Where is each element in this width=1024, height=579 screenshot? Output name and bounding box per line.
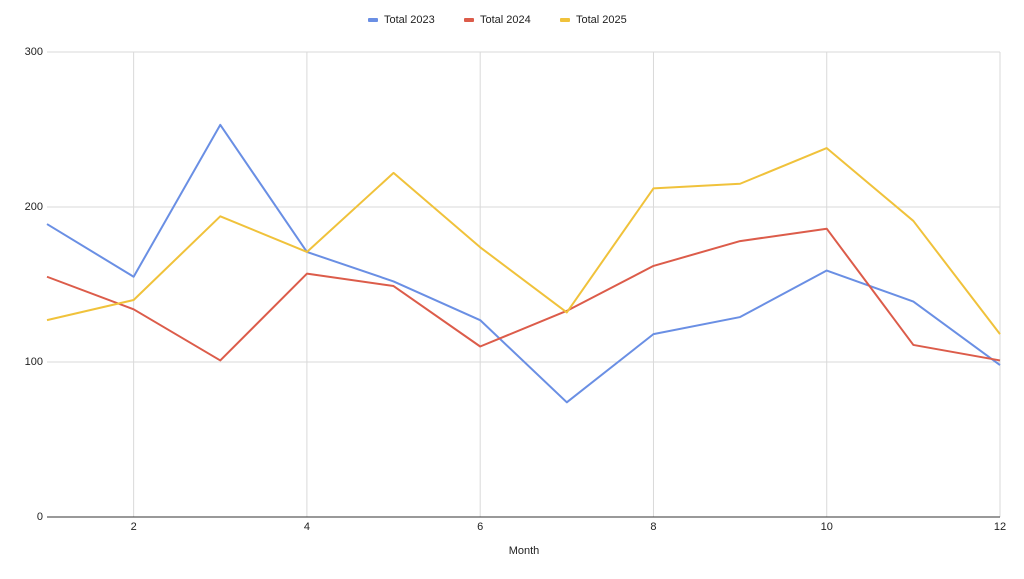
series-line: [46, 123, 1001, 404]
legend-swatch: [560, 18, 570, 22]
legend-swatch: [368, 18, 378, 22]
series-line: [46, 227, 1001, 362]
x-axis-title: Month: [509, 545, 540, 557]
x-tick-label: 2: [131, 521, 137, 533]
legend-swatch: [464, 18, 474, 22]
x-tick-label: 6: [477, 521, 483, 533]
legend-label: Total 2025: [576, 14, 627, 26]
legend-label: Total 2024: [480, 14, 531, 26]
series-line: [46, 147, 1001, 335]
x-tick-label: 10: [821, 521, 833, 533]
x-tick-label: 8: [650, 521, 656, 533]
x-tick-label: 4: [304, 521, 310, 533]
y-tick-label: 200: [25, 201, 43, 213]
y-tick-label: 0: [37, 511, 43, 523]
x-tick-label: 12: [994, 521, 1006, 533]
legend-label: Total 2023: [384, 14, 435, 26]
y-tick-label: 300: [25, 46, 43, 58]
y-tick-label: 100: [25, 356, 43, 368]
